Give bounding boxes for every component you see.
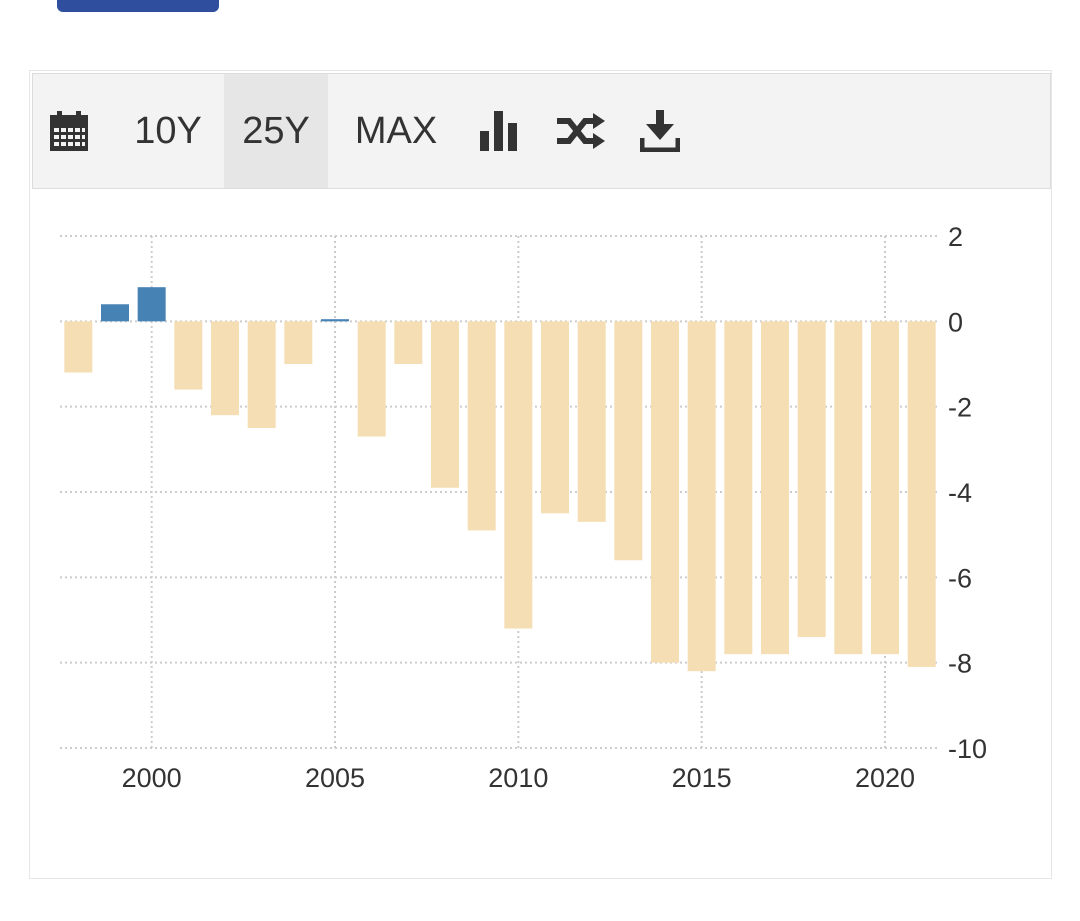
range-max-label: MAX — [354, 109, 438, 152]
bar-chart-button[interactable] — [477, 74, 521, 188]
y-tick-label: -4 — [948, 478, 972, 508]
bar-2015[interactable] — [687, 321, 716, 672]
calendar-icon — [50, 111, 88, 151]
x-tick-label: 2010 — [488, 763, 548, 793]
bar-2016[interactable] — [724, 321, 753, 655]
bar-2013[interactable] — [614, 321, 643, 561]
y-tick-label: -8 — [948, 649, 972, 679]
bar-1999[interactable] — [101, 304, 129, 322]
range-10y-button[interactable]: 10Y — [121, 74, 215, 188]
top-button-fragment[interactable] — [57, 0, 219, 12]
bar-2021[interactable] — [907, 321, 936, 667]
bar-2017[interactable] — [761, 321, 789, 655]
bar-2011[interactable] — [541, 321, 569, 514]
bar-2018[interactable] — [797, 321, 826, 638]
bar-2009[interactable] — [467, 321, 496, 531]
shuffle-icon — [557, 113, 605, 149]
bar-2001[interactable] — [174, 321, 203, 390]
download-icon — [640, 110, 680, 152]
bar-2020[interactable] — [871, 321, 899, 655]
y-tick-label: -10 — [948, 734, 987, 764]
bar-2012[interactable] — [577, 321, 606, 522]
y-tick-label: 0 — [948, 307, 963, 337]
range-max-button[interactable]: MAX — [341, 74, 451, 188]
bar-1998[interactable] — [64, 321, 93, 373]
y-axis: 2 0 -2 -4 -6 -8 -10 — [948, 222, 987, 764]
bar-2010[interactable] — [504, 321, 533, 629]
x-tick-label: 2000 — [122, 763, 182, 793]
bar-2000[interactable] — [137, 287, 166, 322]
y-tick-label: 2 — [948, 222, 963, 252]
bar-2014[interactable] — [651, 321, 679, 663]
chart-toolbar: 10Y 25Y MAX — [32, 73, 1051, 189]
range-10y-label: 10Y — [134, 109, 202, 152]
bar-2005[interactable] — [321, 319, 349, 322]
range-25y-label: 25Y — [242, 109, 310, 152]
range-25y-button[interactable]: 25Y — [224, 74, 328, 188]
bar-2006[interactable] — [357, 321, 386, 437]
bar-2008[interactable] — [431, 321, 459, 488]
x-tick-label: 2005 — [305, 763, 365, 793]
shuffle-button[interactable] — [555, 74, 609, 188]
bar-2002[interactable] — [211, 321, 239, 416]
x-tick-label: 2015 — [672, 763, 732, 793]
bar-chart-icon — [480, 111, 517, 151]
calendar-button[interactable] — [47, 74, 91, 188]
chart-bars — [64, 287, 936, 672]
download-button[interactable] — [637, 74, 683, 188]
bar-2004[interactable] — [284, 321, 313, 364]
y-tick-label: -6 — [948, 563, 972, 593]
x-tick-label: 2020 — [855, 763, 915, 793]
y-tick-label: -2 — [948, 393, 972, 423]
bar-2007[interactable] — [394, 321, 423, 364]
x-axis: 2000 2005 2010 2015 2020 — [122, 763, 915, 793]
bar-2003[interactable] — [247, 321, 276, 428]
bar-2019[interactable] — [834, 321, 863, 655]
